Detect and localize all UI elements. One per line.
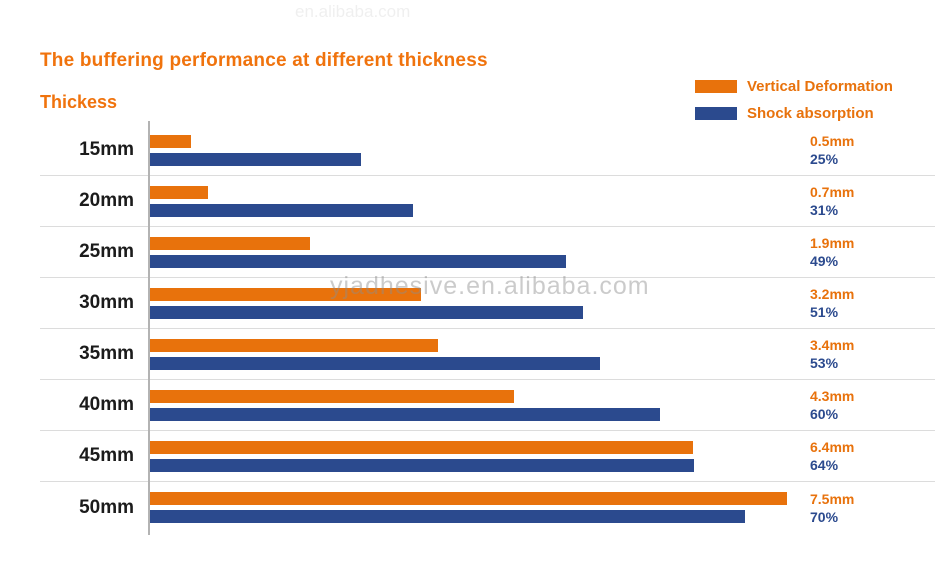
chart-title: The buffering performance at different t… <box>40 50 488 71</box>
legend: Vertical Deformation Shock absorption <box>695 78 893 122</box>
value-labels: 0.7mm 31% <box>787 183 935 219</box>
chart-row: 30mm 3.2mm 51% <box>40 278 935 329</box>
chart-row: 40mm 4.3mm 60% <box>40 380 935 431</box>
shock-absorption-bar <box>148 203 413 217</box>
absorption-value: 60% <box>810 406 839 422</box>
legend-swatch-orange <box>695 80 737 93</box>
shock-absorption-bar <box>148 305 584 319</box>
vertical-deformation-bar <box>148 134 191 148</box>
chart-row: 20mm 0.7mm 31% <box>40 176 935 227</box>
vertical-deformation-bar <box>148 287 421 301</box>
vertical-deformation-bar <box>148 185 208 199</box>
bar-group <box>148 380 787 430</box>
bar-group <box>148 176 787 226</box>
value-labels: 7.5mm 70% <box>787 490 935 526</box>
shock-absorption-bar <box>148 152 362 166</box>
value-labels: 6.4mm 64% <box>787 438 935 474</box>
deformation-value: 7.5mm <box>810 490 855 507</box>
legend-item-vertical-deformation: Vertical Deformation <box>695 78 893 95</box>
watermark-top: en.alibaba.com <box>295 2 411 21</box>
shock-absorption-bar <box>148 510 746 523</box>
vertical-deformation-bar <box>148 440 694 454</box>
deformation-value: 3.2mm <box>810 286 855 302</box>
category-label: 45mm <box>79 445 134 466</box>
chart-row: 50mm 7.5mm 70% <box>40 482 935 533</box>
deformation-value: 0.5mm <box>810 133 855 149</box>
shock-absorption-bar <box>148 407 661 421</box>
legend-label-vertical-deformation: Vertical Deformation <box>747 78 893 95</box>
category-label: 20mm <box>79 190 134 211</box>
value-labels: 1.9mm 49% <box>787 234 935 270</box>
bar-group <box>148 431 787 481</box>
value-labels: 3.4mm 53% <box>787 336 935 372</box>
value-labels: 0.5mm 25% <box>787 132 935 168</box>
absorption-value: 53% <box>810 355 839 371</box>
chart-row: 45mm 6.4mm 64% <box>40 431 935 482</box>
category-label: 30mm <box>79 292 134 313</box>
absorption-value: 64% <box>810 457 839 473</box>
legend-label-shock-absorption: Shock absorption <box>747 105 874 122</box>
chart-rows: 15mm 0.5mm 25% 20mm 0.7mm 31% 25mm 1.9mm 49% 30mm… <box>40 125 935 533</box>
absorption-value: 25% <box>810 151 839 167</box>
chart-area: 15mm 0.5mm 25% 20mm 0.7mm 31% 25mm 1.9mm 49% 30mm… <box>40 121 935 535</box>
vertical-deformation-bar <box>148 389 515 403</box>
shock-absorption-bar <box>148 254 567 268</box>
value-labels: 4.3mm 60% <box>787 387 935 423</box>
absorption-value: 70% <box>810 508 839 525</box>
deformation-value: 3.4mm <box>810 337 855 353</box>
vertical-deformation-bar <box>148 236 310 250</box>
bar-group <box>148 278 787 328</box>
legend-item-shock-absorption: Shock absorption <box>695 105 893 122</box>
deformation-value: 6.4mm <box>810 439 855 455</box>
y-axis-label: Thickess <box>40 92 118 112</box>
chart-row: 35mm 3.4mm 53% <box>40 329 935 380</box>
shock-absorption-bar <box>148 458 695 472</box>
absorption-value: 49% <box>810 253 839 269</box>
category-label: 40mm <box>79 394 134 415</box>
deformation-value: 1.9mm <box>810 235 855 251</box>
category-label: 35mm <box>79 343 134 364</box>
category-label: 15mm <box>79 139 134 160</box>
deformation-value: 0.7mm <box>810 184 855 200</box>
absorption-value: 51% <box>810 304 839 320</box>
chart-row: 15mm 0.5mm 25% <box>40 125 935 176</box>
bar-group <box>148 227 787 277</box>
legend-swatch-blue <box>695 107 737 120</box>
y-axis-line <box>148 121 150 535</box>
deformation-value: 4.3mm <box>810 388 855 404</box>
category-label: 50mm <box>79 496 134 518</box>
absorption-value: 31% <box>810 202 839 218</box>
vertical-deformation-bar <box>148 492 787 505</box>
value-labels: 3.2mm 51% <box>787 285 935 321</box>
bar-group <box>148 329 787 379</box>
chart-row: 25mm 1.9mm 49% <box>40 227 935 278</box>
bar-group <box>148 482 787 533</box>
vertical-deformation-bar <box>148 338 438 352</box>
bar-group <box>148 125 787 175</box>
shock-absorption-bar <box>148 356 601 370</box>
category-label: 25mm <box>79 241 134 262</box>
